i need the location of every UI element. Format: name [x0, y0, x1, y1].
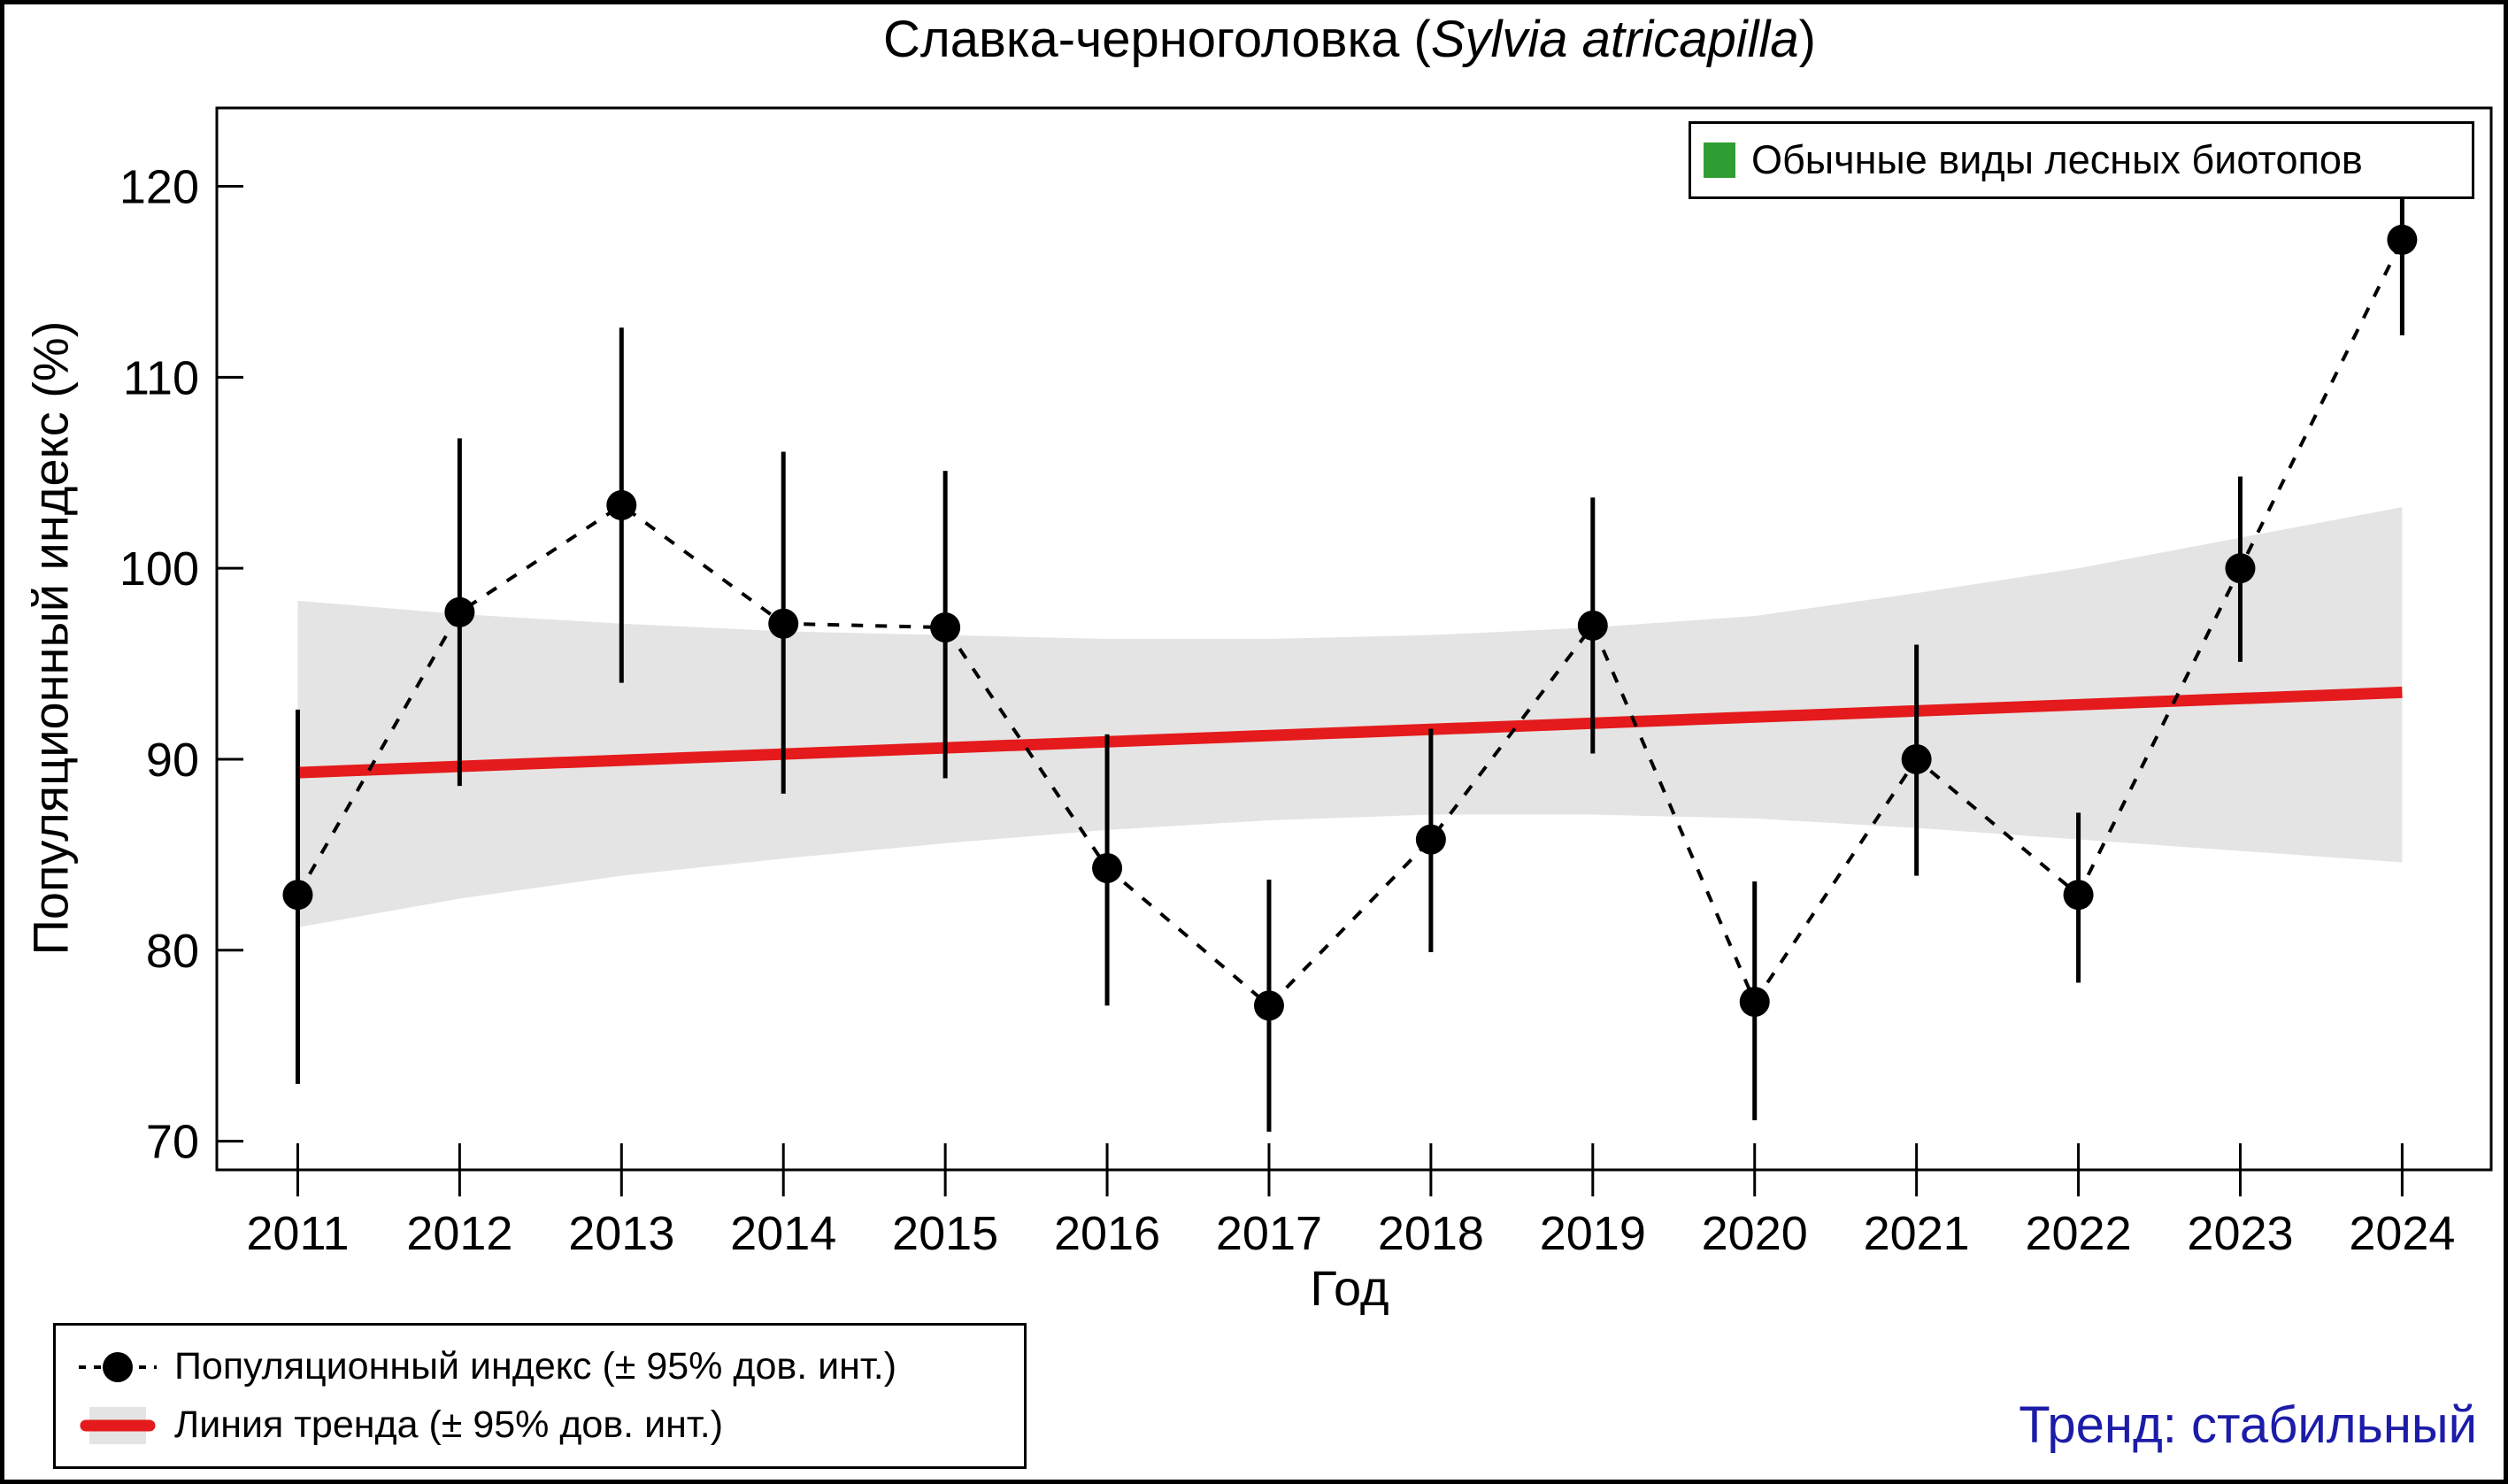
- data-point-2021: [1901, 743, 1932, 774]
- data-point-2022: [2063, 880, 2094, 911]
- legend-item-label: Популяционный индекс (± 95% дов. инт.): [174, 1345, 897, 1388]
- y-tick-label-110: 110: [123, 351, 199, 404]
- legend-top-box: Обычные виды лесных биотопов: [1689, 121, 2474, 199]
- trend-line: [297, 686, 2403, 779]
- x-tick-label-2016: 2016: [1054, 1207, 1160, 1260]
- legend-item-population-index: Популяционный индекс (± 95% дов. инт.): [75, 1344, 1024, 1390]
- x-tick-label-2023: 2023: [2187, 1207, 2293, 1260]
- chart-title-suffix: ): [1798, 11, 1816, 68]
- y-tick-label-120: 120: [119, 160, 199, 213]
- x-tick-label-2017: 2017: [1216, 1207, 1322, 1260]
- legend-item-label: Линия тренда (± 95% дов. инт.): [174, 1403, 724, 1446]
- x-tick-label-2020: 2020: [1702, 1207, 1808, 1260]
- plot-frame: [215, 106, 2493, 1172]
- x-axis-title: Год: [1310, 1260, 1389, 1316]
- data-point-2014: [768, 608, 799, 639]
- legend-bottom-box: Популяционный индекс (± 95% дов. инт.) Л…: [53, 1323, 1027, 1469]
- data-point-2016: [1092, 852, 1123, 883]
- plot-canvas: 70 80 90 100 110 120 2011 2012 2013 2014 2015 2016 2…: [119, 106, 2493, 1260]
- y-tick-label-80: 80: [146, 925, 199, 978]
- data-point-2011: [282, 880, 313, 911]
- x-tick-label-2018: 2018: [1378, 1207, 1484, 1260]
- x-tick-label-2021: 2021: [1864, 1207, 1970, 1260]
- trend-line-on-band-icon: [80, 1406, 156, 1444]
- data-point-2018: [1415, 824, 1446, 855]
- y-tick-label-90: 90: [146, 734, 199, 787]
- x-tick-label-2022: 2022: [2025, 1207, 2131, 1260]
- chart-title-prefix: Славка-черноголовка (: [883, 11, 1431, 68]
- x-tick-label-2019: 2019: [1540, 1207, 1646, 1260]
- data-point-2013: [606, 489, 637, 520]
- x-tick-label-2024: 2024: [2349, 1207, 2455, 1260]
- x-tick-label-2011: 2011: [246, 1207, 349, 1260]
- y-tick-label-100: 100: [119, 542, 199, 596]
- data-point-2012: [444, 596, 475, 627]
- data-point-2015: [930, 612, 961, 643]
- trend-confidence-band: [297, 507, 2403, 927]
- x-tick-label-2013: 2013: [568, 1207, 674, 1260]
- x-tick-label-2012: 2012: [406, 1207, 512, 1260]
- y-tick-label-70: 70: [146, 1116, 199, 1169]
- point-with-dotted-line-icon: [79, 1351, 157, 1382]
- legend-top-label: Обычные виды лесных биотопов: [1751, 137, 2363, 182]
- green-square-icon: [1704, 142, 1735, 178]
- data-point-2019: [1577, 610, 1608, 641]
- data-point-2017: [1253, 990, 1284, 1021]
- x-tick-label-2015: 2015: [892, 1207, 998, 1260]
- index-dotted-line: [296, 239, 2404, 1009]
- data-point-2023: [2225, 553, 2256, 584]
- data-point-2024: [2387, 224, 2418, 255]
- legend-item-trend-line: Линия тренда (± 95% дов. инт.): [75, 1403, 1024, 1449]
- y-axis-title: Популяционный индекс (%): [22, 320, 79, 956]
- x-tick-label-2014: 2014: [730, 1207, 836, 1260]
- chart-title-species: Sylvia atricapilla: [1430, 11, 1799, 68]
- data-point-2020: [1739, 987, 1770, 1018]
- chart-title: Славка-черноголовка (Sylvia atricapilla): [883, 10, 1816, 69]
- trend-status-text: Тренд: стабильный: [2019, 1396, 2477, 1454]
